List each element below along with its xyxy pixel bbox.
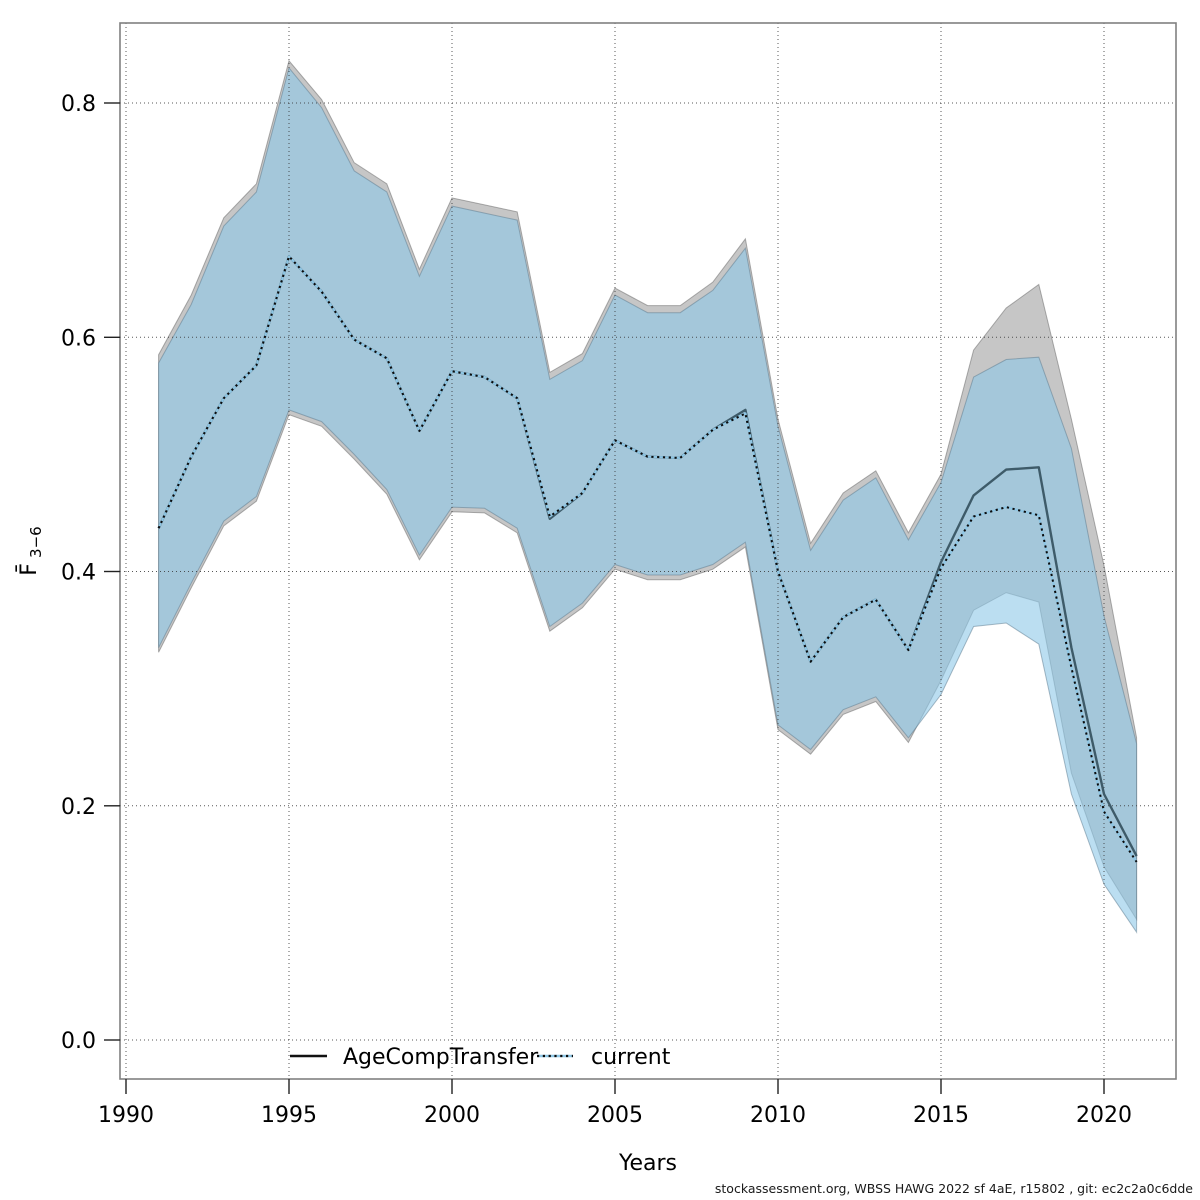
y-tick-label-0.4: 0.4 [61, 561, 96, 586]
y-tick-label-0.2: 0.2 [61, 795, 96, 820]
plot-frame [119, 22, 1177, 1080]
y-axis-title-main: F̄ [16, 563, 42, 576]
confidence-band-current [158, 66, 1138, 934]
fit-lines [157, 255, 1138, 863]
x-axis-title: Years [618, 1151, 677, 1176]
x-tick-label-2005: 2005 [587, 1103, 643, 1128]
y-axis-title: F̄ 3−6 [16, 526, 45, 575]
legend-label-current: current [591, 1045, 671, 1070]
legend-label-agecomptransfer: AgeCompTransfer [343, 1045, 539, 1070]
footer-credit: stockassessment.org, WBSS HAWG 2022 sf 4… [715, 1181, 1193, 1196]
y-tick-label-0.0: 0.0 [61, 1029, 96, 1054]
x-tick-label-2020: 2020 [1076, 1103, 1132, 1128]
x-tick-label-2000: 2000 [424, 1103, 480, 1128]
fit-line-current [157, 255, 1138, 863]
x-tick-label-2015: 2015 [913, 1103, 969, 1128]
axis-ticks: 0.0 0.2 0.4 0.6 0.8 1990 1995 2000 2005 2010 2015 2… [61, 92, 1132, 1128]
x-tick-label-1995: 1995 [261, 1103, 317, 1128]
legend: AgeCompTransfer current [290, 1045, 671, 1070]
confidence-bands [158, 59, 1138, 934]
y-tick-label-0.8: 0.8 [61, 92, 96, 117]
x-tick-label-2010: 2010 [750, 1103, 806, 1128]
y-tick-label-0.6: 0.6 [61, 326, 96, 351]
grid-lines [120, 23, 1176, 1079]
y-axis-title-subscript: 3−6 [27, 526, 45, 558]
x-tick-label-1990: 1990 [98, 1103, 154, 1128]
